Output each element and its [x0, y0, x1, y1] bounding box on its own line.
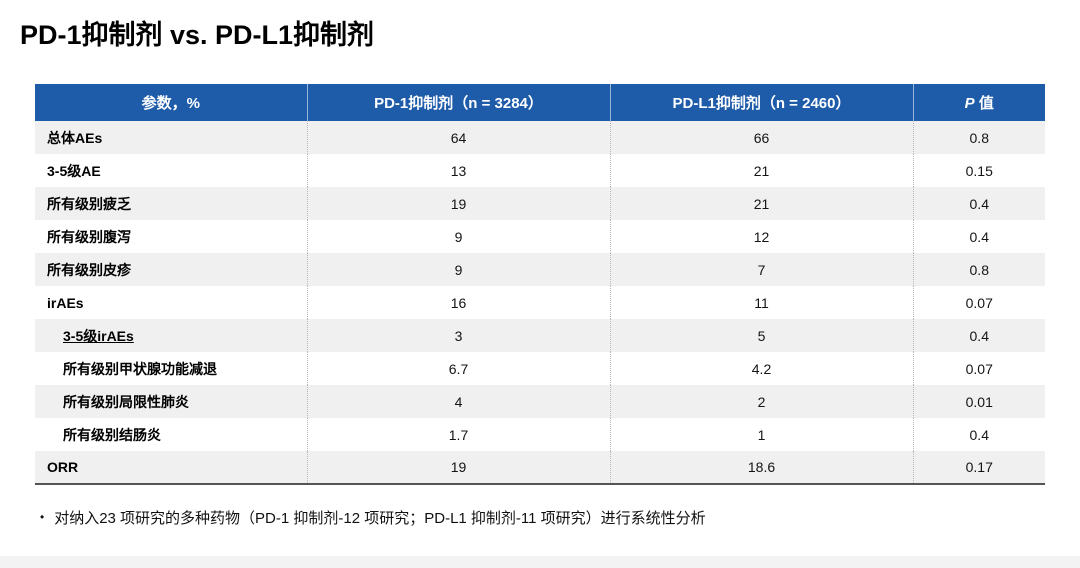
param-cell: 所有级别甲状腺功能减退: [35, 352, 307, 385]
p-value-cell: 0.4: [912, 187, 1045, 220]
bottom-edge-strip: [0, 556, 1080, 568]
footnote-text: 对纳入23 项研究的多种药物（PD-1 抑制剂-12 项研究；PD-L1 抑制剂…: [54, 510, 706, 527]
header-param: 参数，%: [35, 84, 307, 121]
header-row: 参数，% PD-1抑制剂（n = 3284） PD-L1抑制剂（n = 2460…: [35, 84, 1045, 121]
pdl1-value-cell: 2: [609, 385, 913, 418]
table-row: 所有级别局限性肺炎 4 2 0.01: [35, 385, 1045, 418]
pd1-value-cell: 64: [306, 121, 610, 154]
pdl1-value-cell: 11: [609, 286, 913, 319]
pd1-value-cell: 9: [306, 253, 610, 286]
comparison-table: 参数，% PD-1抑制剂（n = 3284） PD-L1抑制剂（n = 2460…: [35, 84, 1045, 485]
table-row: 所有级别皮疹 9 7 0.8: [35, 253, 1045, 286]
table-body: 总体AEs 64 66 0.8 3-5级AE 13 21 0.15 所有级别疲乏 19 21 0.4 所…: [35, 121, 1045, 485]
p-value-cell: 0.15: [912, 154, 1045, 187]
param-cell: ORR: [35, 451, 307, 485]
pdl1-value-cell: 5: [609, 319, 913, 352]
param-cell: 3-5级AE: [35, 154, 307, 187]
p-value-cell: 0.01: [912, 385, 1045, 418]
table-header: 参数，% PD-1抑制剂（n = 3284） PD-L1抑制剂（n = 2460…: [35, 84, 1045, 121]
param-cell: 所有级别疲乏: [35, 187, 307, 220]
p-value-cell: 0.4: [912, 418, 1045, 451]
param-cell: 3-5级irAEs: [35, 319, 307, 352]
p-value-cell: 0.17: [912, 451, 1045, 485]
param-cell: 所有级别局限性肺炎: [35, 385, 307, 418]
p-value-cell: 0.07: [912, 352, 1045, 385]
pdl1-value-cell: 12: [609, 220, 913, 253]
pdl1-value-cell: 21: [609, 187, 913, 220]
pdl1-value-cell: 7: [609, 253, 913, 286]
pdl1-value-cell: 21: [609, 154, 913, 187]
pdl1-value-cell: 4.2: [609, 352, 913, 385]
table-row: ORR 19 18.6 0.17: [35, 451, 1045, 485]
param-cell: 总体AEs: [35, 121, 307, 154]
table-row: 3-5级irAEs 3 5 0.4: [35, 319, 1045, 352]
p-value-cell: 0.8: [912, 253, 1045, 286]
header-pd1: PD-1抑制剂（n = 3284）: [306, 84, 610, 121]
header-pdl1: PD-L1抑制剂（n = 2460）: [609, 84, 913, 121]
pdl1-value-cell: 18.6: [609, 451, 913, 485]
pdl1-value-cell: 66: [609, 121, 913, 154]
table-row: 所有级别甲状腺功能减退 6.7 4.2 0.07: [35, 352, 1045, 385]
pd1-value-cell: 19: [306, 451, 610, 485]
param-cell: 所有级别皮疹: [35, 253, 307, 286]
pd1-value-cell: 13: [306, 154, 610, 187]
p-value-cell: 0.4: [912, 220, 1045, 253]
p-value-cell: 0.8: [912, 121, 1045, 154]
pdl1-value-cell: 1: [609, 418, 913, 451]
pd1-value-cell: 1.7: [306, 418, 610, 451]
pd1-value-cell: 4: [306, 385, 610, 418]
page-title: PD-1抑制剂 vs. PD-L1抑制剂: [20, 20, 375, 50]
param-cell: irAEs: [35, 286, 307, 319]
header-pvalue: P 值: [912, 84, 1045, 121]
p-value-cell: 0.4: [912, 319, 1045, 352]
param-cell: 所有级别腹泻: [35, 220, 307, 253]
table-row: 所有级别疲乏 19 21 0.4: [35, 187, 1045, 220]
table-row: 所有级别腹泻 9 12 0.4: [35, 220, 1045, 253]
pd1-value-cell: 9: [306, 220, 610, 253]
param-cell: 所有级别结肠炎: [35, 418, 307, 451]
p-value-italic: P: [964, 95, 975, 112]
table-row: 所有级别结肠炎 1.7 1 0.4: [35, 418, 1045, 451]
p-value-cell: 0.07: [912, 286, 1045, 319]
table-row: 总体AEs 64 66 0.8: [35, 121, 1045, 154]
pd1-value-cell: 3: [306, 319, 610, 352]
pd1-value-cell: 19: [306, 187, 610, 220]
pd1-value-cell: 6.7: [306, 352, 610, 385]
footnote: • 对纳入23 项研究的多种药物（PD-1 抑制剂-12 项研究；PD-L1 抑制…: [40, 507, 706, 528]
p-value-rest: 值: [974, 95, 994, 112]
table-row: irAEs 16 11 0.07: [35, 286, 1045, 319]
table-row: 3-5级AE 13 21 0.15: [35, 154, 1045, 187]
pd1-value-cell: 16: [306, 286, 610, 319]
bullet-icon: •: [40, 510, 45, 524]
